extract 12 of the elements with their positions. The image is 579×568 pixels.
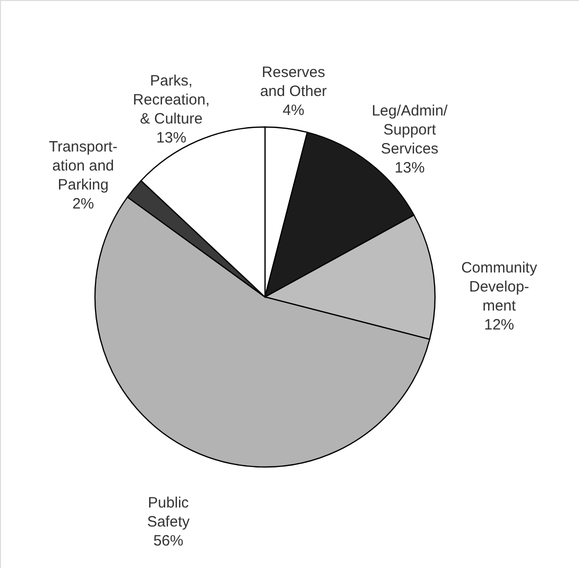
slice-label: Transport- ation and Parking	[48, 138, 118, 194]
slice-label: Community Develop- ment	[461, 259, 538, 314]
data-label: 12%	[484, 316, 514, 334]
data-label: 13%	[156, 129, 186, 146]
slice-label: Reserves and Other	[260, 64, 327, 100]
slice-label: Parks, Recreation, & Culture	[132, 72, 210, 128]
data-label: 13%	[394, 160, 425, 177]
slice-label: Public Safety	[147, 494, 190, 530]
data-label: 4%	[282, 102, 304, 119]
data-label: 2%	[72, 196, 94, 213]
data-label: 56%	[153, 532, 184, 550]
slice-label: Leg/Admin/ Support Services	[372, 102, 448, 158]
